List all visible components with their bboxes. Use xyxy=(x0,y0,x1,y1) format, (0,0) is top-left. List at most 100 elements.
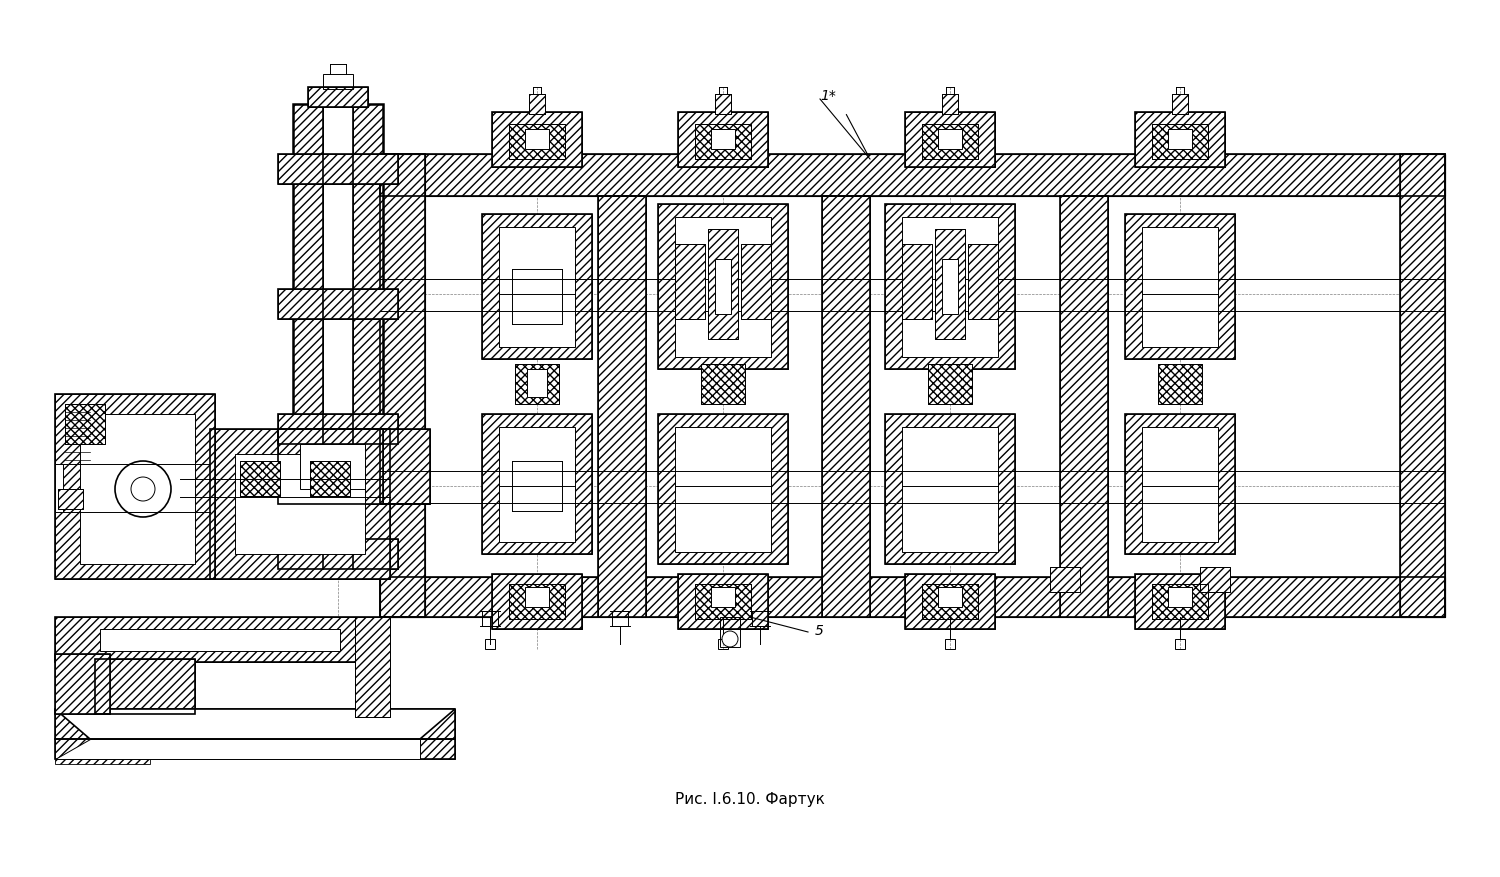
Bar xyxy=(1152,584,1208,619)
Bar xyxy=(509,125,566,160)
Bar xyxy=(700,365,746,404)
Bar xyxy=(1200,567,1230,592)
Bar xyxy=(525,588,549,607)
Bar xyxy=(711,588,735,607)
Bar xyxy=(210,430,390,580)
Bar xyxy=(322,105,352,569)
Bar xyxy=(58,489,82,510)
Bar xyxy=(711,130,735,150)
Bar xyxy=(300,445,364,489)
Bar xyxy=(741,245,771,319)
Bar xyxy=(716,260,730,315)
Bar xyxy=(278,289,398,319)
Bar xyxy=(80,415,195,565)
Bar xyxy=(1136,113,1226,168)
Bar xyxy=(278,415,398,445)
Bar xyxy=(1158,365,1202,404)
Bar xyxy=(56,654,110,714)
Bar xyxy=(716,95,730,115)
Bar xyxy=(278,415,398,445)
Bar xyxy=(1125,415,1234,554)
Bar xyxy=(56,709,150,764)
Bar xyxy=(675,217,771,358)
Bar xyxy=(922,125,978,160)
Bar xyxy=(514,365,560,404)
Bar xyxy=(938,130,962,150)
Bar xyxy=(922,125,978,160)
Bar xyxy=(100,630,340,652)
Bar xyxy=(56,465,63,512)
Bar xyxy=(380,430,430,504)
Bar xyxy=(240,461,280,496)
Bar xyxy=(942,95,958,115)
Bar xyxy=(482,215,592,360)
Bar xyxy=(492,113,582,168)
Bar xyxy=(708,230,738,339)
Bar xyxy=(530,95,544,115)
Polygon shape xyxy=(56,739,420,759)
Bar xyxy=(1136,113,1226,168)
Bar xyxy=(525,130,549,150)
Bar xyxy=(942,95,958,115)
Bar xyxy=(694,125,752,160)
Bar xyxy=(492,574,582,630)
Bar xyxy=(278,430,382,504)
Bar xyxy=(278,289,398,319)
Bar xyxy=(278,539,398,569)
Bar xyxy=(210,430,390,580)
Bar xyxy=(741,245,771,319)
Bar xyxy=(934,230,964,339)
Bar xyxy=(1050,567,1080,592)
Bar xyxy=(678,574,768,630)
Bar xyxy=(1125,215,1234,360)
Bar xyxy=(1060,196,1108,617)
Bar xyxy=(942,260,958,315)
Bar xyxy=(482,215,592,360)
Bar xyxy=(292,105,382,569)
Bar xyxy=(885,415,1016,565)
Bar xyxy=(94,660,195,714)
Circle shape xyxy=(722,631,738,647)
Bar xyxy=(885,204,1016,369)
Bar xyxy=(530,95,544,115)
Bar xyxy=(310,461,350,496)
Bar xyxy=(278,155,398,185)
Text: 5: 5 xyxy=(815,624,824,638)
Bar xyxy=(64,404,105,445)
Bar xyxy=(509,584,566,619)
Bar xyxy=(292,105,382,569)
Bar xyxy=(1400,155,1444,617)
Bar xyxy=(64,404,105,445)
Bar xyxy=(708,230,738,339)
Bar xyxy=(598,196,646,617)
Bar xyxy=(1174,639,1185,649)
Bar xyxy=(1200,567,1230,592)
Bar xyxy=(278,430,382,504)
Bar xyxy=(380,155,1444,196)
Bar xyxy=(678,574,768,630)
Bar xyxy=(56,739,454,759)
Bar xyxy=(678,113,768,168)
Bar xyxy=(675,245,705,319)
Bar xyxy=(968,245,998,319)
Bar xyxy=(1400,155,1444,617)
Text: Рис. I.6.10. Фартук: Рис. I.6.10. Фартук xyxy=(675,792,825,807)
Bar xyxy=(236,454,364,554)
Bar xyxy=(904,574,995,630)
Polygon shape xyxy=(56,709,454,739)
Bar xyxy=(308,88,368,108)
Bar xyxy=(694,584,752,619)
Bar xyxy=(922,584,978,619)
Bar xyxy=(752,611,768,626)
Bar xyxy=(526,369,548,397)
Bar xyxy=(928,365,972,404)
Bar xyxy=(482,415,592,554)
Bar xyxy=(885,204,1016,369)
Bar xyxy=(902,217,998,358)
Bar xyxy=(718,639,728,649)
Bar xyxy=(694,584,752,619)
Bar xyxy=(56,654,110,714)
Bar xyxy=(380,577,1444,617)
Bar xyxy=(492,574,582,630)
Bar xyxy=(240,461,280,496)
